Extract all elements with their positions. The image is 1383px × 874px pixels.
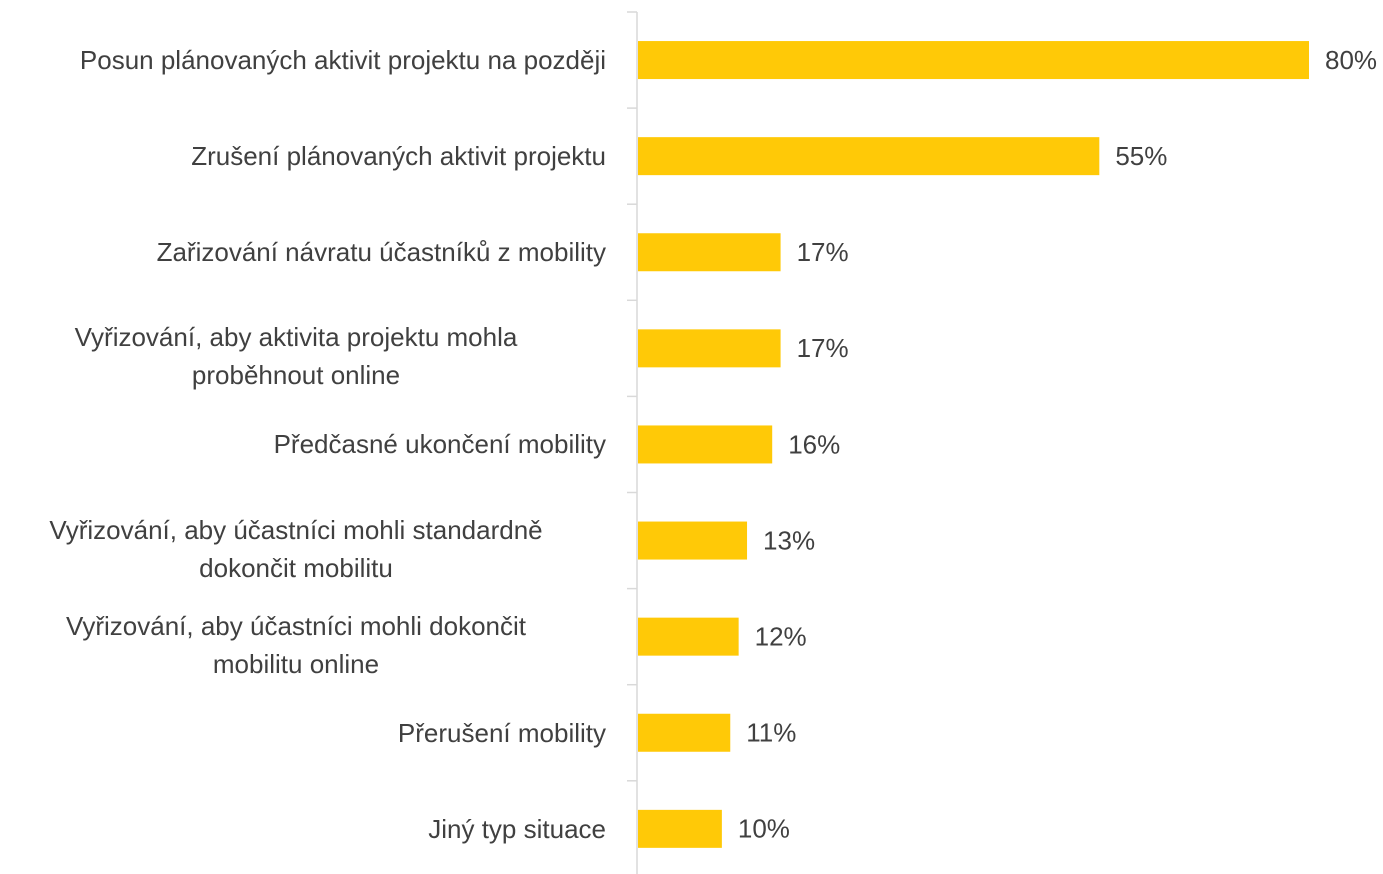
value-label: 11% bbox=[746, 718, 796, 748]
category-label: Předčasné ukončení mobility bbox=[273, 429, 606, 460]
value-label: 12% bbox=[755, 622, 807, 652]
bar bbox=[638, 41, 1309, 80]
category-label: Vyřizování, aby účastníci mohli standard… bbox=[49, 514, 543, 583]
category-label: Přerušení mobility bbox=[397, 717, 606, 748]
category-label: Vyřizování, aby účastníci mohli dokončit… bbox=[65, 610, 527, 679]
category-label: Jiný typ situace bbox=[428, 813, 606, 844]
value-label: 80% bbox=[1325, 45, 1377, 75]
bar bbox=[638, 617, 739, 656]
value-label: 55% bbox=[1115, 141, 1167, 171]
bar bbox=[638, 713, 731, 752]
bar bbox=[638, 809, 722, 848]
value-label: 17% bbox=[797, 333, 849, 363]
bar bbox=[638, 233, 781, 272]
value-label: 16% bbox=[788, 429, 840, 459]
value-label: 17% bbox=[797, 237, 849, 267]
category-label: Vyřizování, aby aktivita projektu mohla … bbox=[74, 322, 518, 391]
category-label: Zrušení plánovaných aktivit projektu bbox=[191, 141, 606, 172]
category-label: Zařizování návratu účastníků z mobility bbox=[156, 237, 606, 268]
bar bbox=[638, 329, 781, 368]
value-label: 10% bbox=[738, 814, 790, 844]
bar bbox=[638, 425, 773, 464]
bar bbox=[638, 521, 748, 560]
category-label: Posun plánovaných aktivit projektu na po… bbox=[79, 45, 606, 76]
bar bbox=[638, 137, 1100, 176]
value-label: 13% bbox=[763, 525, 815, 555]
